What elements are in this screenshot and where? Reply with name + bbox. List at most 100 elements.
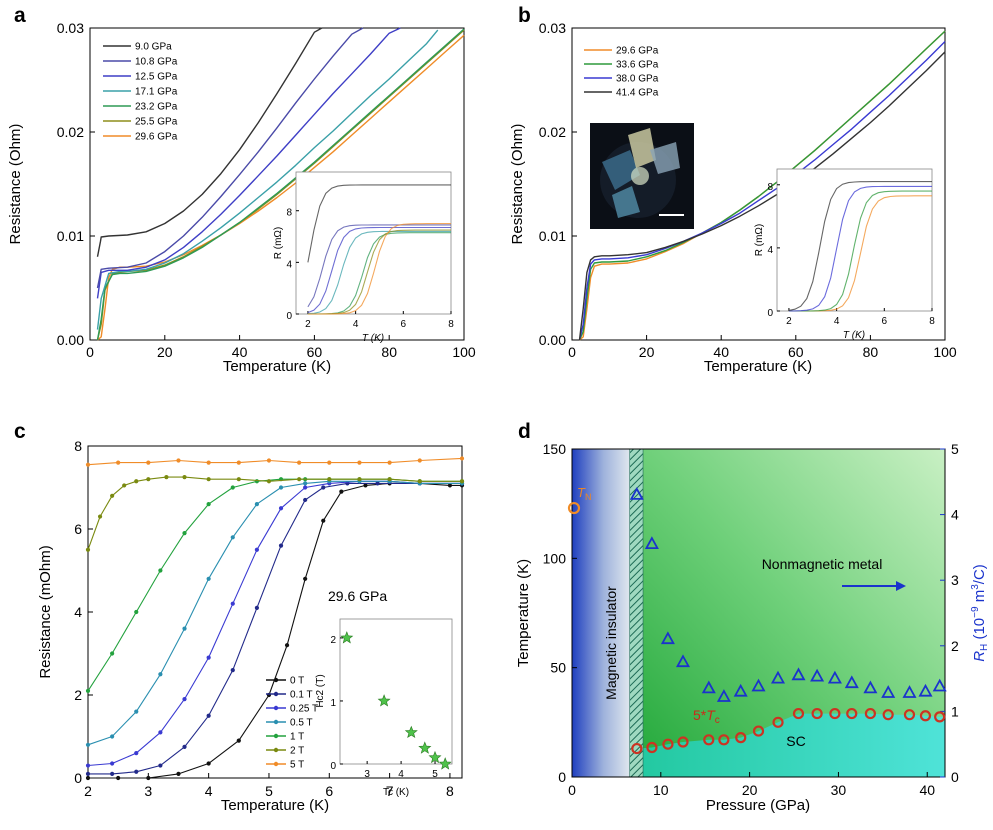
series-point — [85, 462, 91, 467]
rh-point — [932, 678, 947, 692]
legend-label: 1 T — [290, 732, 304, 743]
y-tick-label: 6 — [74, 521, 82, 537]
series-point — [278, 485, 284, 490]
rh-point — [863, 680, 878, 694]
inset-star-point — [418, 741, 432, 754]
series-line — [578, 30, 946, 341]
series-point — [134, 751, 139, 756]
rh-point — [751, 678, 766, 692]
y-tick-label: 0.01 — [57, 228, 84, 244]
series-point — [459, 479, 465, 484]
legend-marker — [273, 747, 279, 753]
series-point — [85, 763, 91, 768]
legend-label: 10.8 GPa — [135, 57, 178, 68]
y-tick-label: 0.00 — [57, 332, 84, 348]
x-tick-label: 30 — [831, 782, 847, 798]
panel-c-inset-ticks: 3 4 5 0 1 2 — [330, 635, 438, 780]
series-point — [297, 477, 302, 482]
x-tick-label: 8 — [448, 319, 454, 330]
x-tick-label: 4 — [398, 769, 404, 780]
panel-b-x-axis-label: Temperature (K) — [704, 358, 812, 375]
series-point — [146, 460, 151, 465]
series-point — [357, 477, 362, 482]
series-point — [206, 576, 211, 581]
panel-d-label: d — [518, 420, 531, 443]
tn-label-sub: N — [585, 492, 592, 502]
sample-photo-electrode — [628, 128, 656, 168]
series-point — [146, 775, 151, 781]
x-tick-label: 5 — [432, 769, 438, 780]
series-point — [116, 775, 121, 781]
y-tick-label: 8 — [767, 182, 773, 193]
series-point — [116, 460, 121, 465]
panel-a-series — [96, 27, 465, 341]
panel-d-y2-axis-label: RH (10−9 m3/C) — [970, 564, 990, 662]
series-line — [578, 41, 946, 341]
x-tick-label: 5 — [265, 783, 273, 799]
y-tick-label: 0.02 — [539, 124, 566, 140]
series-point — [339, 489, 344, 494]
panel-c-label: c — [14, 420, 26, 443]
y-tick-label: 50 — [550, 660, 566, 676]
x-tick-label: 80 — [381, 344, 397, 360]
series-point — [387, 460, 392, 465]
tn-point — [567, 501, 581, 515]
legend-marker — [273, 719, 279, 725]
series-point — [134, 479, 139, 484]
series-point — [134, 769, 139, 774]
y-tick-label: 4 — [767, 245, 773, 256]
series-point — [254, 502, 260, 507]
inset-series-line — [788, 185, 932, 312]
series-point — [303, 481, 308, 486]
y2-tick-label: 0 — [951, 769, 959, 785]
tn-label: TN — [577, 485, 591, 502]
tc-point — [772, 716, 784, 728]
y2-tick-label: 1 — [951, 703, 959, 719]
x-tick-label: 20 — [157, 344, 173, 360]
series-point — [85, 775, 91, 781]
tc-point — [735, 732, 747, 744]
series-point — [97, 514, 103, 519]
series-point — [230, 485, 235, 490]
x-tick-label: 20 — [639, 344, 655, 360]
x-tick-label: 40 — [919, 782, 935, 798]
series-point — [182, 531, 187, 536]
x-tick-label: 3 — [364, 769, 370, 780]
panel-d-x-axis-label: Pressure (GPa) — [706, 797, 810, 814]
rh-point — [770, 670, 786, 684]
series-point — [85, 742, 91, 747]
legend-label: 9.0 GPa — [135, 42, 172, 53]
inset-series-line — [788, 190, 932, 312]
series-point — [303, 576, 308, 581]
legend-label: 2 T — [290, 746, 304, 757]
series-point — [85, 688, 91, 693]
x-tick-label: 0 — [568, 782, 576, 798]
series-point — [122, 483, 127, 488]
y-tick-label: 100 — [543, 550, 567, 566]
series-point — [278, 506, 284, 511]
inset-series-line — [307, 230, 451, 315]
y-tick-label: 0 — [286, 311, 292, 322]
tc-point — [903, 709, 916, 721]
region-label-nonmagnetic-metal: Nonmagnetic metal — [762, 556, 883, 572]
y-tick-label: 4 — [74, 604, 82, 620]
x-tick-label: 10 — [653, 782, 669, 798]
rh-point — [791, 667, 806, 681]
x-tick-label: 3 — [144, 783, 152, 799]
series-point — [176, 771, 181, 776]
panel-b-inset: 2 4 6 8 0 4 8 T (K) R (mΩ) — [754, 168, 935, 341]
panel-c-pressure-annotation: 29.6 GPa — [328, 588, 387, 604]
inset-star-point — [438, 757, 452, 770]
series-point — [158, 730, 163, 735]
series-point — [85, 771, 91, 776]
series-point — [134, 709, 139, 714]
series-point — [447, 483, 453, 488]
panel-a-inset: 2 4 6 8 0 4 8 T (K) R (mΩ) — [273, 171, 454, 344]
series-point — [182, 475, 187, 480]
series-point — [284, 643, 290, 648]
series-line — [96, 28, 465, 341]
series-point — [206, 460, 211, 465]
series-point — [158, 568, 163, 573]
